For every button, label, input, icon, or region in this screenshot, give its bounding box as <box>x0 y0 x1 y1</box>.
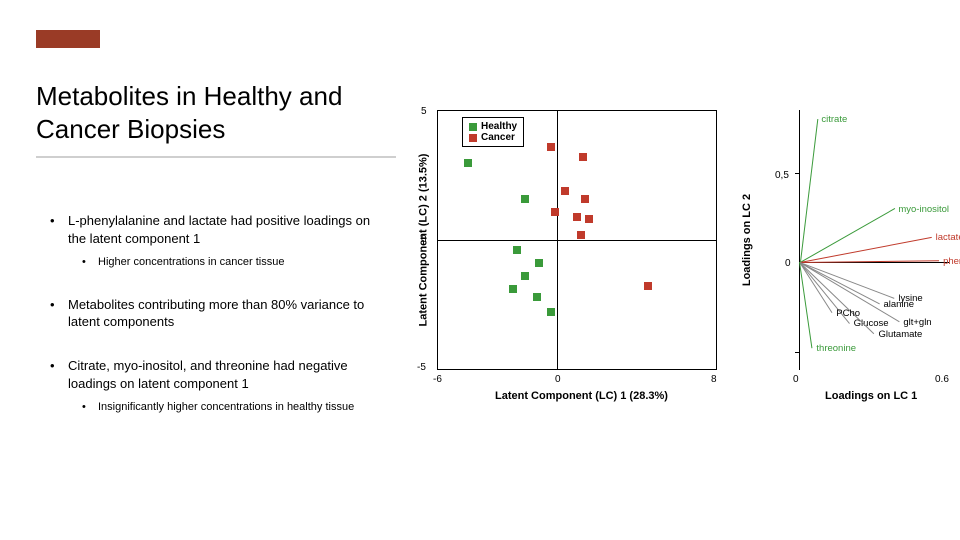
scatter-x-title: Latent Component (LC) 1 (28.3%) <box>495 390 668 402</box>
scatter-xtick-mid: 0 <box>555 374 561 385</box>
loading-vector-Glutamate <box>799 262 874 334</box>
figure-area: Latent Component (LC) 2 (13.5%) Healthy … <box>395 110 955 420</box>
loadings-ytick-mark <box>795 352 800 353</box>
scatter-point-healthy <box>547 308 555 316</box>
bullet-list: L-phenylalanine and lactate had positive… <box>50 212 380 441</box>
loadings-ytick-0p5: 0,5 <box>775 170 789 181</box>
scatter-ytick-mid: 0 <box>421 234 427 245</box>
loading-label-myo-inositol: myo-inositol <box>898 204 949 215</box>
scatter-point-healthy <box>535 259 543 267</box>
scatter-point-cancer <box>561 187 569 195</box>
scatter-point-healthy <box>509 285 517 293</box>
loading-vector-citrate <box>800 119 818 263</box>
scatter-point-cancer <box>585 215 593 223</box>
scatter-point-cancer <box>644 282 652 290</box>
scatter-ytick-top: 5 <box>421 106 427 117</box>
scatter-legend: Healthy Cancer <box>462 117 524 147</box>
bullet-1: L-phenylalanine and lactate had positive… <box>50 212 380 270</box>
bullet-3: Citrate, myo-inositol, and threonine had… <box>50 357 380 415</box>
loadings-y-title: Loadings on LC 2 <box>741 194 753 286</box>
scatter-zero-y <box>557 111 558 369</box>
scatter-point-cancer <box>579 153 587 161</box>
loadings-ytick-0: 0 <box>785 258 791 269</box>
bullet-2: Metabolites contributing more than 80% v… <box>50 296 380 331</box>
loading-label-Glutamate: Glutamate <box>879 329 923 340</box>
bullet-1-text: L-phenylalanine and lactate had positive… <box>68 213 370 246</box>
scatter-point-cancer <box>577 231 585 239</box>
scatter-point-healthy <box>521 272 529 280</box>
legend-swatch-healthy <box>469 123 477 131</box>
slide-title: Metabolites in Healthy and Cancer Biopsi… <box>36 80 396 145</box>
scatter-xtick-right: 8 <box>711 374 717 385</box>
loadings-ytick-mark <box>795 173 800 174</box>
scatter-point-cancer <box>547 143 555 151</box>
scatter-point-healthy <box>513 246 521 254</box>
legend-swatch-cancer <box>469 134 477 142</box>
bullet-1-sub: Higher concentrations in cancer tissue <box>68 255 380 270</box>
legend-row-cancer: Cancer <box>469 132 517 143</box>
scatter-zero-x <box>438 240 716 241</box>
loading-label-lactate: lactate <box>936 232 960 243</box>
loadings-xtick-0p6: 0.6 <box>935 374 949 385</box>
accent-bar <box>36 30 100 48</box>
loading-label-glt+gln: glt+gln <box>903 317 931 328</box>
scatter-xtick-left: -6 <box>433 374 442 385</box>
loading-label-alanine: alanine <box>883 299 914 310</box>
scatter-point-cancer <box>551 208 559 216</box>
loading-label-phenylalanine: phenylalanine <box>943 256 960 267</box>
scatter-point-healthy <box>533 293 541 301</box>
scatter-point-healthy <box>521 195 529 203</box>
bullet-3-sub: Insignificantly higher concentrations in… <box>68 400 380 415</box>
scatter-ytick-bot: -5 <box>417 362 426 373</box>
loading-label-PCho: PCho <box>836 308 860 319</box>
loading-label-citrate: citrate <box>821 114 847 125</box>
scatter-point-healthy <box>464 159 472 167</box>
loading-vector-myo-inositol <box>800 209 895 264</box>
loadings-x-title: Loadings on LC 1 <box>825 390 917 402</box>
loading-label-threonine: threonine <box>816 343 856 354</box>
bullet-3-text: Citrate, myo-inositol, and threonine had… <box>68 358 348 391</box>
legend-label-healthy: Healthy <box>481 121 517 132</box>
loadings-plot: citratemyo-inositollactatephenylalaninel… <box>799 110 949 370</box>
scatter-point-cancer <box>581 195 589 203</box>
loadings-xtick-0: 0 <box>793 374 799 385</box>
scatter-point-cancer <box>573 213 581 221</box>
legend-label-cancer: Cancer <box>481 132 515 143</box>
legend-row-healthy: Healthy <box>469 121 517 132</box>
title-underline <box>36 156 396 158</box>
scatter-plot: Healthy Cancer <box>437 110 717 370</box>
